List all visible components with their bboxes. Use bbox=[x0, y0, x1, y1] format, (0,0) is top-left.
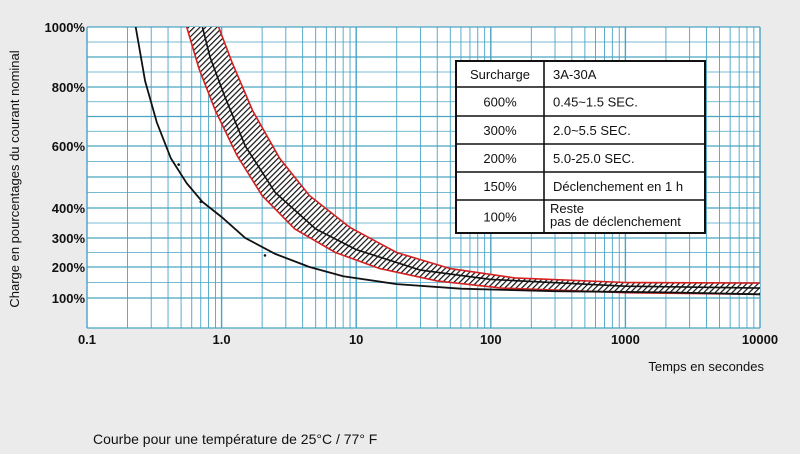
mid-trip-curve bbox=[201, 27, 760, 289]
table-row: 300% 2.0~5.5 SEC. bbox=[456, 115, 705, 144]
table-row: 600% 0.45~1.5 SEC. bbox=[456, 86, 705, 116]
table-frame bbox=[455, 60, 706, 234]
y-tick-label: 600% bbox=[52, 139, 86, 154]
table-cell-trip-time: pas de déclenchement bbox=[550, 214, 681, 229]
x-tick-label: 100 bbox=[480, 332, 502, 347]
y-tick-label: 400% bbox=[52, 201, 86, 216]
x-axis-title: Temps en secondes bbox=[648, 359, 764, 374]
table-cell-overload: Surcharge bbox=[470, 67, 530, 82]
y-tick-label: 300% bbox=[52, 231, 86, 246]
table-cell-trip-time: 5.0-25.0 SEC. bbox=[553, 151, 635, 166]
data-point bbox=[199, 200, 203, 204]
x-tick-label: 1000 bbox=[611, 332, 640, 347]
band-lower-edge bbox=[185, 27, 760, 296]
curves bbox=[134, 27, 760, 296]
table-cell-trip-time: 3A-30A bbox=[553, 67, 597, 82]
x-tick-label: 0.1 bbox=[78, 332, 96, 347]
y-tick-label: 800% bbox=[52, 80, 86, 95]
tolerance-band bbox=[186, 27, 760, 295]
chart-caption: Courbe pour une température de 25°C / 77… bbox=[93, 431, 378, 447]
band-upper-edge bbox=[217, 27, 760, 284]
y-tick-label: 1000% bbox=[45, 20, 86, 35]
x-tick-label: 1.0 bbox=[213, 332, 231, 347]
y-tick-label: 200% bbox=[52, 260, 86, 275]
table-cell-trip-time: 2.0~5.5 SEC. bbox=[553, 123, 631, 138]
trip-time-table: Surcharge 3A-30A 600% 0.45~1.5 SEC. 300% 2.0~… bbox=[455, 60, 706, 234]
y-axis-title: Charge en pourcentages du courant nomina… bbox=[7, 50, 22, 307]
data-point bbox=[263, 254, 267, 257]
table-row: Surcharge 3A-30A bbox=[470, 61, 597, 87]
table-cell-overload: 150% bbox=[483, 179, 517, 194]
table-row: 200% 5.0-25.0 SEC. bbox=[456, 143, 705, 172]
y-tick-label: 100% bbox=[52, 291, 86, 306]
x-tick-label: 10000 bbox=[742, 332, 778, 347]
data-point bbox=[177, 163, 180, 166]
table-row: 150% Déclenchement en 1 h bbox=[456, 171, 705, 200]
table-cell-overload: 100% bbox=[483, 210, 517, 225]
table-cell-trip-time: 0.45~1.5 SEC. bbox=[553, 95, 638, 110]
table-cell-overload: 300% bbox=[483, 123, 517, 138]
table-cell-trip-time: Déclenchement en 1 h bbox=[553, 179, 683, 194]
x-tick-label: 10 bbox=[349, 332, 363, 347]
table-cell-overload: 200% bbox=[483, 151, 517, 166]
table-cell-overload: 600% bbox=[483, 95, 517, 110]
tick-labels: 0.1 1.0 10 100 1000 10000 100% 200% 300% 400% 600%… bbox=[45, 20, 779, 347]
min-trip-curve bbox=[134, 27, 760, 296]
table-cell-trip-time: Reste bbox=[550, 201, 584, 216]
